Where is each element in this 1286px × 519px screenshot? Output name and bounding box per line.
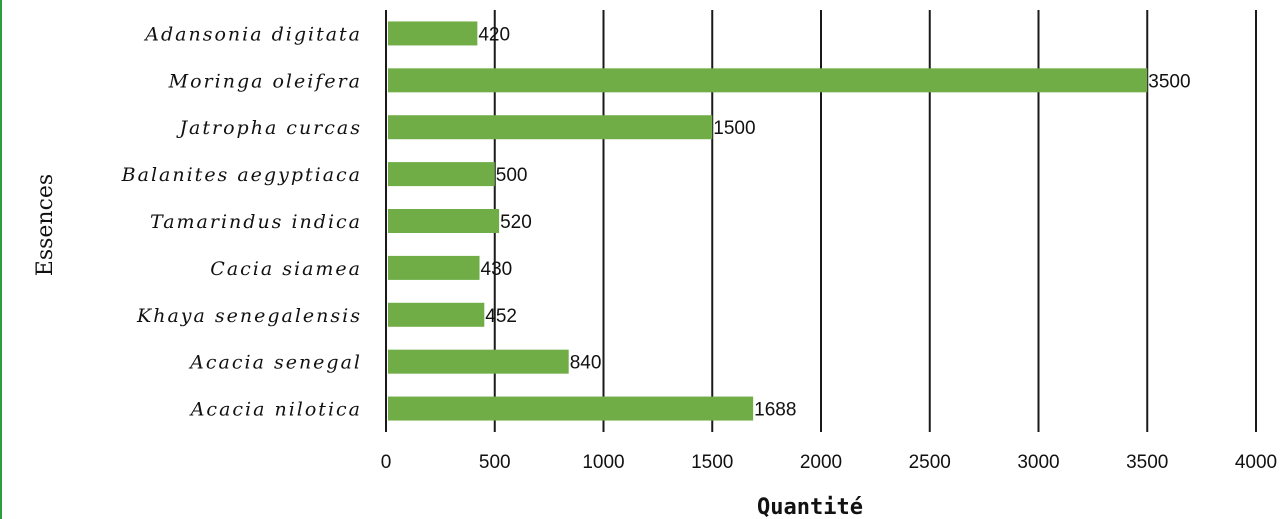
category-label: Jatropha curcas [175,117,362,139]
bar [388,115,713,140]
x-axis-label: Quantité [757,495,863,519]
data-label: 3500 [1148,71,1190,92]
data-label: 500 [496,165,528,186]
x-tick-label: 4000 [1235,452,1277,473]
category-labels: Adansonia digitata Moringa oleifera Jatrop… [121,23,362,421]
bar [388,255,480,280]
x-tick-label: 3500 [1126,452,1168,473]
x-tick-label: 1500 [691,452,733,473]
category-label: Balanites aegyptiaca [121,164,362,186]
category-label: Tamarindus indica [150,211,362,233]
x-tick-label: 2500 [909,452,951,473]
data-label: 1688 [754,400,796,421]
data-label: 840 [570,353,602,374]
category-label: Khaya senegalensis [136,305,362,327]
y-axis-label: Essences [33,174,58,276]
bar [388,68,1148,93]
data-label: 452 [485,306,517,327]
data-label: 430 [481,259,513,280]
category-label: Adansonia digitata [143,23,362,45]
data-labels: 420 3500 1500 500 520 430 452 840 1688 [478,24,1190,420]
x-tick-label: 0 [381,452,392,473]
bar [388,396,754,421]
bar [388,21,478,46]
x-tick-label: 3000 [1017,452,1059,473]
x-tick-label: 1000 [582,452,624,473]
bar [388,162,495,187]
category-label: Cacia siamea [210,258,362,280]
category-label: Moringa oleifera [168,70,362,92]
x-tick-label: 2000 [800,452,842,473]
bars [388,21,1148,421]
category-label: Acacia nilotica [189,399,362,421]
data-label: 520 [500,212,532,233]
bar [388,349,569,374]
data-label: 420 [478,24,510,45]
category-label: Acacia senegal [188,352,362,374]
bar [388,209,500,233]
bar [388,302,485,327]
x-tick-labels: 0 500 1000 1500 2000 2500 3000 3500 4000 [381,452,1277,473]
x-tick-label: 500 [479,452,511,473]
data-label: 1500 [713,118,755,139]
